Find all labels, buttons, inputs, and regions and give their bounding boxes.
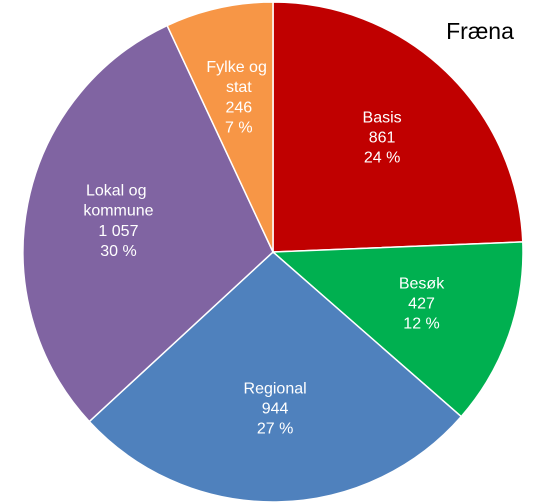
percent-label: 30 % (100, 243, 136, 260)
category-label: Regional (244, 381, 307, 398)
category-label: Basis (363, 110, 402, 127)
pie (22, 1, 524, 502)
percent-label: 27 % (257, 421, 293, 438)
labels: Basis 861 24 % Besøk 427 12 % Regional 944 27 % L… (83, 59, 445, 437)
percent-label: 7 % (225, 119, 253, 136)
pie-slice (272, 1, 524, 253)
category-label: Fylke og stat (206, 59, 271, 96)
category-label: Besøk (399, 276, 445, 293)
value-label: 427 (408, 296, 435, 313)
pie-slice (166, 1, 274, 253)
pie-slice (271, 241, 524, 418)
value-label: 944 (262, 401, 289, 418)
percent-label: 12 % (403, 316, 439, 333)
percent-label: 24 % (364, 150, 400, 167)
value-label: 246 (225, 99, 252, 116)
category-label: Lokal og kommune (83, 183, 153, 220)
pie-slice (22, 24, 274, 423)
value-label: 861 (369, 130, 396, 147)
chart-title: Fræna (446, 18, 514, 44)
value-label: 1 057 (98, 223, 138, 240)
